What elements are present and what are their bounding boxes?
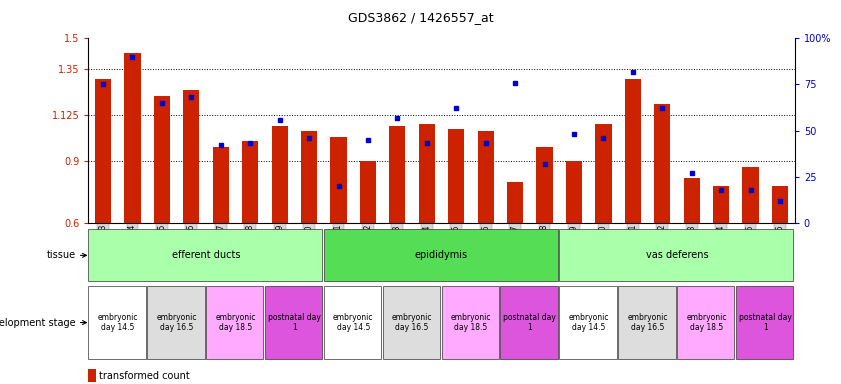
Text: transformed count: transformed count <box>98 371 189 381</box>
Bar <box>566 161 582 223</box>
Bar <box>500 286 558 359</box>
Text: embryonic
day 14.5: embryonic day 14.5 <box>569 313 609 332</box>
Text: postnatal day
1: postnatal day 1 <box>268 313 320 332</box>
Bar <box>507 182 523 223</box>
Bar <box>154 96 170 223</box>
Text: embryonic
day 14.5: embryonic day 14.5 <box>333 313 373 332</box>
Bar <box>654 104 670 223</box>
Text: embryonic
day 14.5: embryonic day 14.5 <box>98 313 138 332</box>
Bar <box>478 131 494 223</box>
Bar <box>88 286 145 359</box>
Text: efferent ducts: efferent ducts <box>172 250 241 260</box>
Bar <box>331 137 346 223</box>
Bar <box>383 286 440 359</box>
Bar <box>265 286 322 359</box>
Text: development stage: development stage <box>0 318 76 328</box>
Bar <box>419 124 435 223</box>
Text: tissue: tissue <box>46 250 76 260</box>
Text: embryonic
day 16.5: embryonic day 16.5 <box>392 313 432 332</box>
Bar <box>389 126 405 223</box>
Bar <box>684 178 700 223</box>
Bar <box>95 79 111 223</box>
Bar <box>301 131 317 223</box>
Bar <box>442 286 499 359</box>
Text: embryonic
day 16.5: embryonic day 16.5 <box>627 313 668 332</box>
Bar <box>772 186 788 223</box>
Bar <box>272 126 288 223</box>
Bar <box>242 141 258 223</box>
Text: vas deferens: vas deferens <box>646 250 708 260</box>
Bar <box>147 286 204 359</box>
Bar <box>206 286 263 359</box>
Bar <box>595 124 611 223</box>
Bar <box>360 161 376 223</box>
Text: epididymis: epididymis <box>415 250 468 260</box>
Bar <box>618 286 675 359</box>
Bar <box>559 286 616 359</box>
Bar <box>713 186 729 223</box>
Bar <box>183 89 199 223</box>
Bar <box>559 230 793 281</box>
Bar <box>88 230 322 281</box>
Text: postnatal day
1: postnatal day 1 <box>504 313 556 332</box>
Text: postnatal day
1: postnatal day 1 <box>739 313 791 332</box>
Bar <box>448 129 464 223</box>
Text: embryonic
day 18.5: embryonic day 18.5 <box>215 313 256 332</box>
Bar <box>677 286 734 359</box>
Bar <box>213 147 229 223</box>
Bar <box>743 167 759 223</box>
Text: embryonic
day 16.5: embryonic day 16.5 <box>156 313 197 332</box>
Bar <box>537 147 553 223</box>
Text: GDS3862 / 1426557_at: GDS3862 / 1426557_at <box>347 12 494 25</box>
Bar <box>324 286 381 359</box>
Text: embryonic
day 18.5: embryonic day 18.5 <box>686 313 727 332</box>
Bar <box>88 369 96 382</box>
Bar <box>736 286 793 359</box>
Bar <box>625 79 641 223</box>
Text: embryonic
day 18.5: embryonic day 18.5 <box>451 313 491 332</box>
Bar <box>124 53 140 223</box>
Bar <box>324 230 558 281</box>
